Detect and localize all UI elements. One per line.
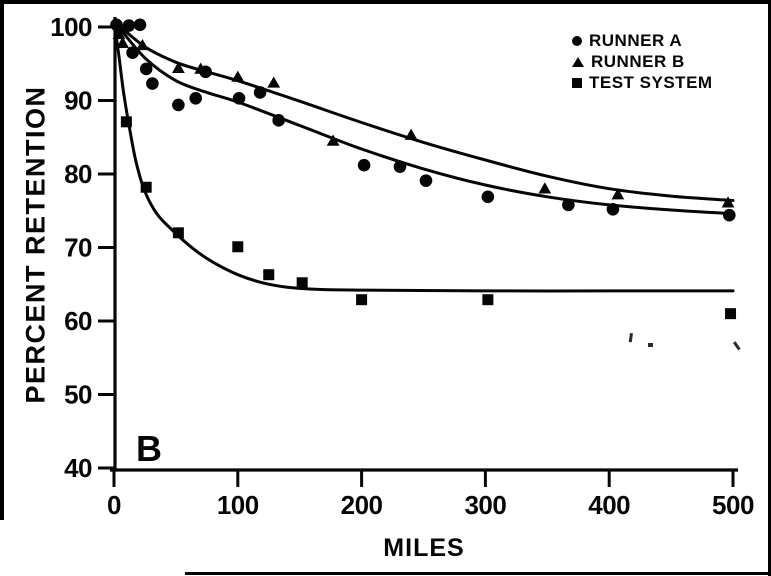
- data-point-square: [172, 227, 184, 239]
- data-point-triangle: [136, 38, 149, 51]
- legend-label: RUNNER B: [591, 51, 685, 71]
- data-point-triangle: [171, 61, 185, 73]
- triangle-marker-icon: [572, 56, 584, 67]
- data-point-circle: [562, 198, 575, 212]
- data-point-square: [356, 294, 368, 306]
- data-point-circle: [126, 46, 139, 60]
- frame-border-top: [0, 0, 771, 4]
- x-tick-label: 0: [107, 490, 121, 520]
- y-tick-label: 40: [64, 453, 92, 483]
- y-tick-label: 50: [64, 380, 92, 410]
- data-point-triangle: [267, 76, 281, 88]
- data-point-circle: [172, 98, 185, 112]
- data-point-triangle: [194, 62, 208, 74]
- legend-label: RUNNER A: [589, 30, 683, 50]
- legend-item-test-system: TEST SYSTEM: [572, 72, 713, 93]
- y-tick-label: 80: [64, 159, 92, 189]
- data-point-circle: [253, 86, 267, 99]
- scan-speck: [648, 343, 653, 347]
- data-point-square: [232, 241, 244, 253]
- data-point-triangle: [721, 196, 735, 208]
- data-point-circle: [189, 91, 203, 105]
- data-point-circle: [606, 202, 620, 216]
- frame-border-bottom: [185, 572, 771, 575]
- x-tick-label: 100: [217, 490, 259, 520]
- data-point-square: [120, 116, 132, 128]
- legend-item-runner-a: RUNNER A: [572, 30, 713, 51]
- data-point-circle: [357, 158, 371, 172]
- frame-border-left: [0, 0, 4, 520]
- data-point-circle: [481, 190, 495, 204]
- x-axis-title: MILES: [383, 534, 465, 562]
- x-tick-label: 500: [712, 490, 754, 520]
- legend-label: TEST SYSTEM: [589, 72, 713, 92]
- scan-speck: [732, 341, 741, 351]
- fit-curve: [112, 19, 735, 293]
- circle-marker-icon: [572, 35, 582, 46]
- x-tick-label: 400: [588, 490, 630, 520]
- data-point-triangle: [538, 182, 552, 194]
- y-tick-label: 70: [64, 233, 92, 263]
- scan-speck: [628, 333, 633, 343]
- panel-label: B: [136, 428, 162, 469]
- legend-item-runner-b: RUNNER B: [572, 51, 713, 72]
- data-point-circle: [393, 160, 407, 173]
- data-point-square: [296, 277, 308, 289]
- data-point-triangle: [326, 134, 340, 146]
- data-point-triangle: [231, 70, 245, 82]
- fit-curve: [112, 19, 735, 202]
- y-tick-label: 90: [64, 86, 92, 116]
- data-point-triangle: [611, 188, 625, 200]
- data-point-circle: [146, 77, 159, 90]
- x-tick-label: 300: [464, 490, 506, 520]
- square-marker-icon: [572, 77, 582, 88]
- data-point-square: [482, 294, 494, 306]
- data-point-circle: [722, 208, 736, 222]
- frame-border-right: [768, 0, 771, 576]
- data-point-circle: [272, 114, 285, 127]
- x-tick-label: 200: [341, 490, 383, 520]
- data-point-circle: [419, 174, 433, 187]
- y-tick-label: 100: [50, 12, 92, 42]
- data-point-circle: [133, 18, 147, 32]
- data-point-triangle: [404, 128, 418, 140]
- data-point-circle: [232, 91, 246, 105]
- y-axis-title: PERCENT RETENTION: [20, 85, 51, 404]
- data-point-triangle: [116, 36, 130, 48]
- data-point-square: [725, 308, 737, 320]
- data-point-square: [263, 269, 275, 281]
- y-tick-label: 60: [64, 306, 92, 336]
- data-point-circle: [139, 62, 153, 76]
- data-point-square: [140, 181, 152, 193]
- data-point-circle: [122, 19, 136, 32]
- legend: RUNNER A RUNNER B TEST SYSTEM: [572, 30, 713, 93]
